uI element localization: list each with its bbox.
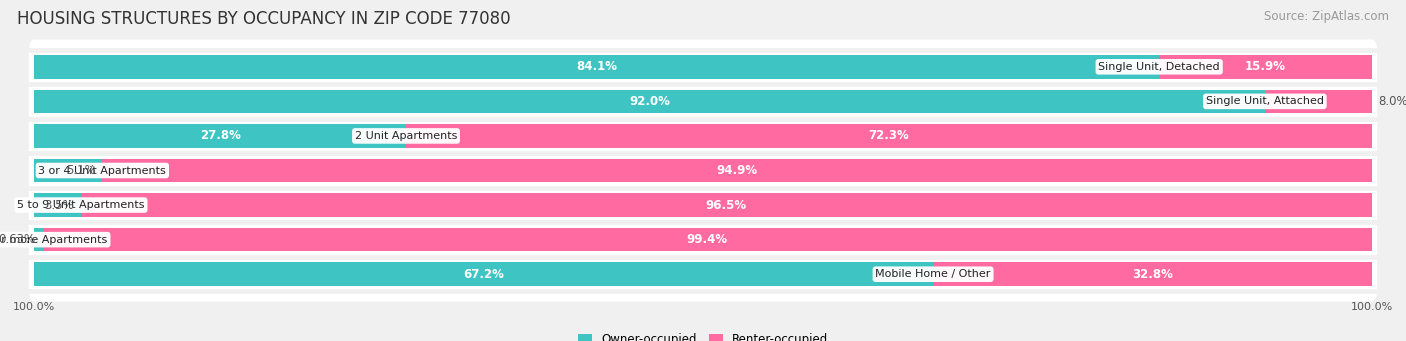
- Bar: [103, 159, 1372, 182]
- Bar: [42, 228, 1372, 251]
- Text: Source: ZipAtlas.com: Source: ZipAtlas.com: [1264, 10, 1389, 23]
- Text: 94.9%: 94.9%: [717, 164, 758, 177]
- Bar: [1265, 90, 1372, 113]
- Text: Mobile Home / Other: Mobile Home / Other: [876, 269, 991, 279]
- Text: 27.8%: 27.8%: [200, 130, 240, 143]
- Bar: [34, 263, 934, 286]
- Text: 99.4%: 99.4%: [686, 233, 728, 246]
- Text: 67.2%: 67.2%: [463, 268, 503, 281]
- FancyBboxPatch shape: [28, 212, 1378, 267]
- Text: 84.1%: 84.1%: [576, 60, 617, 73]
- FancyBboxPatch shape: [28, 178, 1378, 232]
- Bar: [34, 159, 103, 182]
- Text: 8.0%: 8.0%: [1378, 95, 1406, 108]
- Bar: [34, 55, 1159, 78]
- Text: 96.5%: 96.5%: [706, 198, 747, 211]
- FancyBboxPatch shape: [28, 143, 1378, 198]
- Bar: [34, 124, 406, 148]
- Text: 2 Unit Apartments: 2 Unit Apartments: [354, 131, 457, 141]
- Bar: [406, 124, 1372, 148]
- Text: 3 or 4 Unit Apartments: 3 or 4 Unit Apartments: [38, 165, 166, 176]
- Bar: [82, 193, 1372, 217]
- Legend: Owner-occupied, Renter-occupied: Owner-occupied, Renter-occupied: [578, 333, 828, 341]
- Text: 3.5%: 3.5%: [45, 198, 75, 211]
- Bar: [34, 90, 1265, 113]
- Text: 72.3%: 72.3%: [869, 130, 910, 143]
- Text: 92.0%: 92.0%: [628, 95, 669, 108]
- FancyBboxPatch shape: [28, 109, 1378, 163]
- Text: 5.1%: 5.1%: [66, 164, 96, 177]
- Text: 15.9%: 15.9%: [1246, 60, 1286, 73]
- Text: Single Unit, Attached: Single Unit, Attached: [1206, 97, 1324, 106]
- Text: 32.8%: 32.8%: [1132, 268, 1173, 281]
- Text: Single Unit, Detached: Single Unit, Detached: [1098, 62, 1220, 72]
- FancyBboxPatch shape: [28, 40, 1378, 94]
- FancyBboxPatch shape: [28, 74, 1378, 129]
- Text: 0.63%: 0.63%: [0, 233, 37, 246]
- Text: 10 or more Apartments: 10 or more Apartments: [0, 235, 108, 244]
- Bar: [1159, 55, 1372, 78]
- Text: HOUSING STRUCTURES BY OCCUPANCY IN ZIP CODE 77080: HOUSING STRUCTURES BY OCCUPANCY IN ZIP C…: [17, 10, 510, 28]
- Bar: [934, 263, 1372, 286]
- Bar: [34, 228, 42, 251]
- Bar: [34, 193, 82, 217]
- FancyBboxPatch shape: [28, 247, 1378, 301]
- Text: 5 to 9 Unit Apartments: 5 to 9 Unit Apartments: [17, 200, 145, 210]
